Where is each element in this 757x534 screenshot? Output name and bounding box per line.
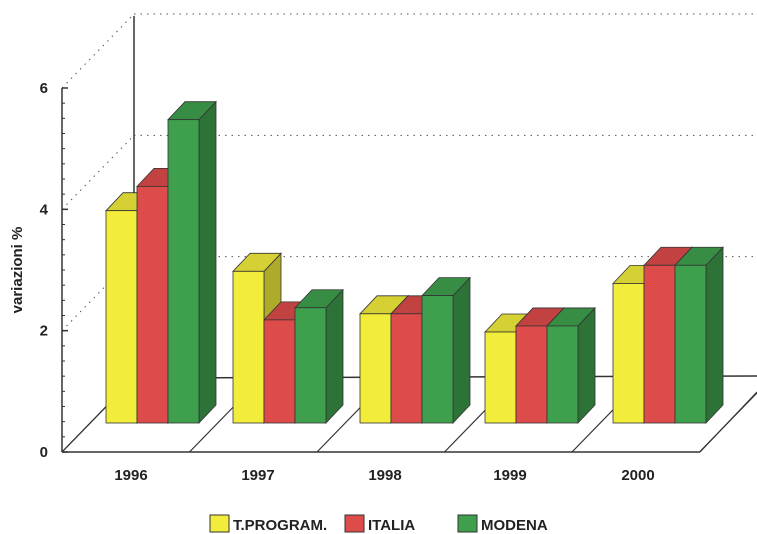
y-axis-title: variazioni % — [9, 227, 26, 314]
bar-side — [577, 306, 596, 425]
bar-front — [546, 325, 579, 424]
legend: T.PROGRAM. ITALIA MODENA — [209, 514, 548, 534]
bar-side — [705, 246, 724, 425]
legend-item-italia: ITALIA — [344, 514, 415, 534]
bar-side — [452, 276, 471, 425]
bar-front — [515, 325, 548, 424]
y-tick-label: 0 — [40, 444, 48, 461]
bar-front — [643, 264, 676, 424]
floor-divider — [699, 392, 757, 453]
bar-front — [136, 185, 169, 424]
bars — [105, 100, 724, 425]
legend-item-modena: MODENA — [457, 514, 548, 534]
bar-side — [325, 288, 344, 425]
legend-label: ITALIA — [368, 517, 415, 534]
bar-front — [294, 307, 327, 424]
y-ticks: 0 2 4 6 — [40, 80, 68, 461]
x-ticks: 1996 1997 1998 1999 2000 — [114, 467, 654, 484]
bar-front — [484, 331, 517, 424]
legend-swatch — [457, 514, 478, 533]
bar-front — [232, 270, 265, 424]
bar-front — [390, 313, 423, 424]
bar-1999-modena — [546, 306, 596, 425]
legend-label: T.PROGRAM. — [233, 517, 327, 534]
bar-front — [674, 264, 707, 424]
bar-2000-modena — [674, 246, 724, 425]
bar-front — [359, 313, 392, 424]
x-tick-label: 1997 — [241, 467, 274, 484]
y-tick-label: 2 — [40, 323, 48, 340]
y-tick-label: 4 — [40, 201, 49, 218]
bar-1997-modena — [294, 288, 344, 425]
x-tick-label: 2000 — [621, 467, 654, 484]
legend-label: MODENA — [481, 517, 548, 534]
bar-1996-modena — [167, 100, 217, 425]
y-tick-label: 6 — [40, 80, 48, 97]
bar-front — [421, 295, 454, 424]
legend-swatch — [209, 514, 230, 533]
x-tick-label: 1999 — [493, 467, 526, 484]
legend-swatch — [344, 514, 365, 533]
bar-1998-modena — [421, 276, 471, 425]
bar-front — [263, 319, 296, 424]
bar-front — [167, 119, 200, 424]
x-tick-label: 1996 — [114, 467, 147, 484]
bar-front — [612, 283, 645, 424]
bar-side — [198, 100, 217, 425]
x-tick-label: 1998 — [368, 467, 401, 484]
grid-diagonal — [61, 13, 135, 89]
legend-item-tprogram: T.PROGRAM. — [209, 514, 327, 534]
bar-front — [105, 210, 138, 424]
